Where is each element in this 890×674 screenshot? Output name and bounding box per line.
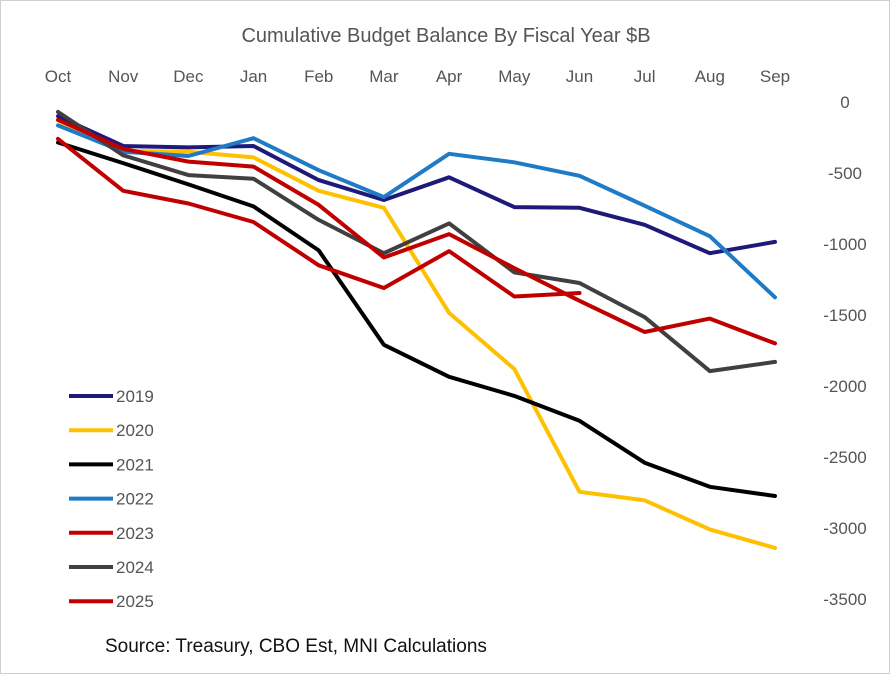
legend-label-2024: 2024 — [116, 558, 154, 577]
series-line-2020 — [56, 118, 777, 550]
x-tick-label-may: May — [498, 67, 531, 86]
source-note: Source: Treasury, CBO Est, MNI Calculati… — [105, 636, 487, 657]
legend-label-2023: 2023 — [116, 524, 154, 543]
chart-title: Cumulative Budget Balance By Fiscal Year… — [241, 25, 650, 47]
x-tick-label-oct: Oct — [45, 67, 72, 86]
series-line-2019 — [56, 114, 777, 256]
y-tick-label: -2500 — [823, 448, 866, 467]
x-tick-label-feb: Feb — [304, 67, 333, 86]
x-tick-label-dec: Dec — [173, 67, 204, 86]
series-line-2021 — [56, 140, 777, 498]
y-tick-label: -500 — [828, 164, 862, 183]
series-line-2025 — [56, 117, 777, 346]
month-labels: Oct Nov Dec Jan Feb Mar Apr May Jun Jul Aug Sep — [45, 67, 790, 86]
y-tick-labels: 0 -500 -1000 -1500 -2000 -2500 -3000 -3500 — [823, 93, 866, 609]
legend: 2019 2020 2021 2022 2023 2024 2025 — [69, 387, 154, 611]
x-tick-label-sep: Sep — [760, 67, 790, 86]
y-tick-label: -3500 — [823, 590, 866, 609]
series-lines — [56, 109, 777, 550]
y-tick-label: -1000 — [823, 235, 866, 254]
x-tick-label-apr: Apr — [436, 67, 463, 86]
x-tick-label-aug: Aug — [695, 67, 725, 86]
y-tick-label: -3000 — [823, 519, 866, 538]
legend-label-2021: 2021 — [116, 455, 154, 474]
series-line-2023 — [56, 136, 582, 299]
x-tick-label-nov: Nov — [108, 67, 139, 86]
series-line-2024 — [56, 109, 777, 374]
x-tick-label-mar: Mar — [369, 67, 399, 86]
legend-label-2019: 2019 — [116, 387, 154, 406]
legend-label-2025: 2025 — [116, 592, 154, 611]
y-tick-label: -2000 — [823, 377, 866, 396]
y-tick-label: -1500 — [823, 306, 866, 325]
y-tick-label: 0 — [840, 93, 849, 112]
x-tick-label-jun: Jun — [566, 67, 593, 86]
series-line-2022 — [56, 123, 777, 300]
legend-label-2022: 2022 — [116, 490, 154, 509]
x-tick-label-jan: Jan — [240, 67, 267, 86]
legend-label-2020: 2020 — [116, 421, 154, 440]
x-tick-label-jul: Jul — [634, 67, 656, 86]
